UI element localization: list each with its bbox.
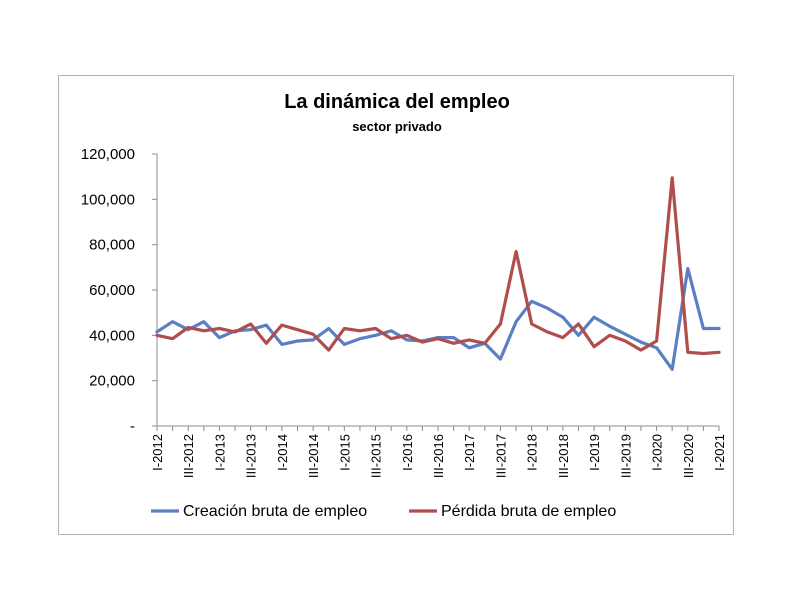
- axes: [156, 154, 719, 427]
- x-tick-label: I-2015: [337, 434, 352, 471]
- x-tick-label: I-2016: [400, 434, 415, 471]
- x-tick-label: I-2018: [525, 434, 540, 471]
- x-tick-label: III-2019: [618, 434, 633, 478]
- x-tick-label: I-2014: [275, 434, 290, 471]
- x-tick-label: III-2012: [181, 434, 196, 478]
- y-tick-label: 100,000: [81, 191, 135, 208]
- series-lines: [155, 176, 721, 371]
- x-tick-label: I-2012: [150, 434, 165, 471]
- legend-label-2: Pérdida bruta de empleo: [441, 503, 616, 520]
- x-tick-label: III-2020: [681, 434, 696, 478]
- y-tick-label: 80,000: [89, 237, 135, 254]
- line-chart: La dinámica del empleo sector privado - 2…: [81, 91, 727, 520]
- series-line-1: [155, 266, 721, 371]
- x-tick-label: III-2018: [556, 434, 571, 478]
- chart-title: La dinámica del empleo: [284, 91, 510, 113]
- y-tick-label: 120,000: [81, 146, 135, 163]
- x-axis-ticks: I-2012 III-2012 I-2013 III-2013 I-2014 III-20…: [150, 426, 727, 478]
- legend-label-1: Creación bruta de empleo: [183, 503, 367, 520]
- x-tick-label: III-2014: [306, 434, 321, 478]
- x-tick-label: III-2017: [493, 434, 508, 478]
- x-tick-label: I-2020: [650, 434, 665, 471]
- y-tick-label: 60,000: [89, 282, 135, 299]
- x-tick-label: I-2019: [587, 434, 602, 471]
- y-tick-label: 40,000: [89, 327, 135, 344]
- x-tick-label: III-2016: [431, 434, 446, 478]
- x-tick-label: III-2013: [244, 434, 259, 478]
- chart-frame: La dinámica del empleo sector privado - 2…: [58, 75, 734, 535]
- x-tick-label: I-2017: [462, 434, 477, 471]
- x-tick-label: I-2021: [712, 434, 727, 471]
- y-tick-label: 20,000: [89, 373, 135, 390]
- y-axis-ticks: - 20,000 40,000 60,000 80,000 100,000 120,000: [81, 146, 157, 435]
- y-tick-label: -: [130, 418, 135, 435]
- legend: Creación bruta de empleo Pérdida bruta de…: [151, 503, 616, 520]
- series-line-2: [155, 176, 721, 356]
- x-tick-label: I-2013: [212, 434, 227, 471]
- chart-subtitle: sector privado: [352, 119, 442, 134]
- x-tick-label: III-2015: [369, 434, 384, 478]
